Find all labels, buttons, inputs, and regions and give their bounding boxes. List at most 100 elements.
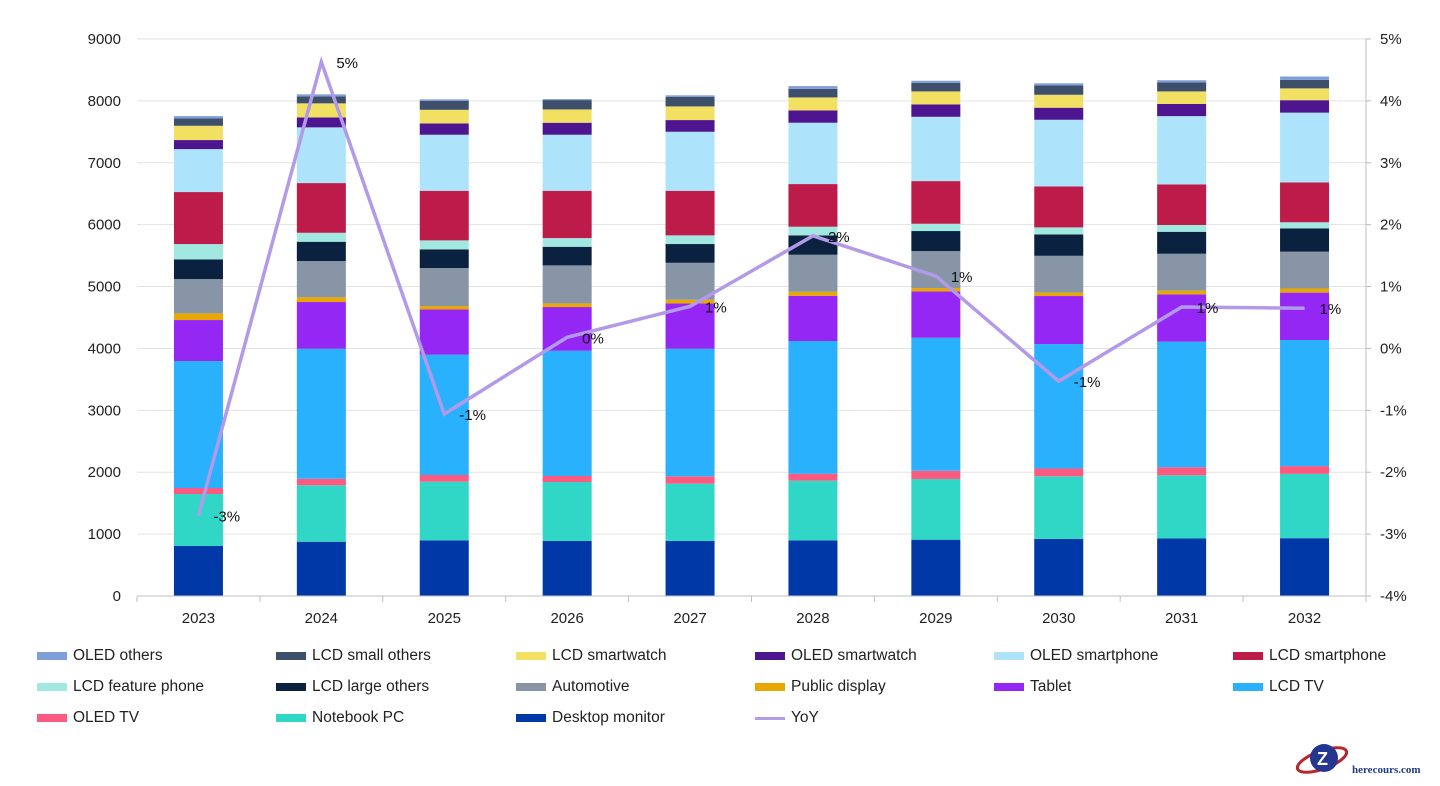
bar-lcd-smartwatch-2023 — [174, 126, 223, 140]
bar-lcd-feature-phone-2023 — [174, 244, 223, 259]
bar-desktop-monitor-2031 — [1157, 539, 1206, 596]
yoy-data-label: -1% — [1074, 374, 1101, 391]
bar-tablet-2023 — [174, 320, 223, 361]
bar-oled-others-2024 — [297, 94, 346, 96]
bar-oled-smartwatch-2032 — [1280, 100, 1329, 112]
bar-lcd-smartphone-2025 — [420, 191, 469, 241]
legend-label: Desktop monitor — [552, 709, 665, 727]
bar-oled-smartwatch-2028 — [788, 110, 837, 122]
y-right-tick-label: 2% — [1380, 217, 1402, 234]
bar-oled-smartphone-2029 — [911, 117, 960, 181]
bar-lcd-large-others-2027 — [666, 244, 715, 263]
bar-tablet-2024 — [297, 302, 346, 349]
y-right-tick-label: 0% — [1380, 340, 1402, 357]
bar-oled-tv-2031 — [1157, 467, 1206, 475]
bar-automotive-2025 — [420, 268, 469, 306]
bar-oled-others-2028 — [788, 86, 837, 89]
legend-item-lcd-feature-phone: LCD feature phone — [37, 678, 204, 696]
legend-item-lcd-tv: LCD TV — [1233, 678, 1324, 696]
bar-oled-smartphone-2032 — [1280, 113, 1329, 183]
x-tick-label: 2028 — [796, 610, 829, 627]
bar-oled-smartphone-2024 — [297, 127, 346, 183]
bar-lcd-smartwatch-2026 — [543, 109, 592, 122]
legend-item-lcd-smartwatch: LCD smartwatch — [516, 647, 667, 665]
bar-lcd-small-others-2027 — [666, 97, 715, 107]
bar-notebook-pc-2024 — [297, 485, 346, 541]
bar-lcd-large-others-2031 — [1157, 232, 1206, 254]
bar-lcd-small-others-2032 — [1280, 80, 1329, 88]
bar-oled-tv-2029 — [911, 471, 960, 479]
bar-oled-smartphone-2025 — [420, 135, 469, 191]
y-left-tick-label: 4000 — [88, 340, 121, 357]
bar-tablet-2028 — [788, 296, 837, 341]
chart-area: -3%5%-1%0%1%2%1%-1%1%1% 0100020003000400… — [0, 0, 1440, 640]
bar-oled-smartwatch-2029 — [911, 104, 960, 116]
bar-lcd-tv-2032 — [1280, 340, 1329, 466]
bar-oled-smartphone-2026 — [543, 135, 592, 191]
bar-oled-tv-2027 — [666, 476, 715, 483]
legend-item-tablet: Tablet — [994, 678, 1071, 696]
bar-oled-smartphone-2030 — [1034, 120, 1083, 187]
legend-swatch — [755, 652, 785, 660]
y-left-tick-label: 5000 — [88, 279, 121, 296]
bar-automotive-2032 — [1280, 252, 1329, 289]
legend-item-yoy: YoY — [755, 709, 819, 727]
bar-lcd-smartphone-2027 — [666, 191, 715, 236]
bar-automotive-2024 — [297, 261, 346, 297]
bar-notebook-pc-2030 — [1034, 476, 1083, 539]
bar-desktop-monitor-2026 — [543, 541, 592, 596]
y-right-tick-label: -2% — [1380, 464, 1407, 481]
legend-swatch — [755, 717, 785, 720]
bar-lcd-large-others-2029 — [911, 231, 960, 251]
x-tick-label: 2023 — [182, 610, 215, 627]
bar-oled-others-2032 — [1280, 77, 1329, 80]
yoy-data-label: -1% — [459, 407, 486, 424]
bar-desktop-monitor-2027 — [666, 541, 715, 596]
yoy-data-label: 1% — [1320, 301, 1342, 318]
bar-desktop-monitor-2030 — [1034, 539, 1083, 596]
y-right-tick-label: 3% — [1380, 155, 1402, 172]
bar-oled-others-2030 — [1034, 83, 1083, 85]
legend-item-lcd-smartphone: LCD smartphone — [1233, 647, 1386, 665]
legend-swatch — [516, 714, 546, 722]
bar-lcd-small-others-2029 — [911, 83, 960, 92]
bar-lcd-small-others-2031 — [1157, 82, 1206, 91]
yoy-data-label: 1% — [705, 299, 727, 316]
legend-label: Notebook PC — [312, 709, 404, 727]
yoy-data-label: 0% — [582, 330, 604, 347]
bar-lcd-smartphone-2024 — [297, 183, 346, 233]
bar-lcd-small-others-2023 — [174, 118, 223, 125]
bar-public-display-2026 — [543, 303, 592, 307]
legend-item-desktop-monitor: Desktop monitor — [516, 709, 665, 727]
y-left-tick-label: 8000 — [88, 93, 121, 110]
legend-item-lcd-large-others: LCD large others — [276, 678, 429, 696]
x-tick-label: 2030 — [1042, 610, 1075, 627]
legend-swatch — [37, 714, 67, 722]
bar-public-display-2030 — [1034, 293, 1083, 296]
bar-desktop-monitor-2028 — [788, 540, 837, 596]
bar-tablet-2029 — [911, 291, 960, 337]
legend-label: OLED others — [73, 647, 163, 665]
yoy-data-label: 1% — [951, 269, 973, 286]
bar-notebook-pc-2031 — [1157, 475, 1206, 538]
x-tick-label: 2032 — [1288, 610, 1321, 627]
legend-label: LCD small others — [312, 647, 431, 665]
bar-oled-smartwatch-2023 — [174, 140, 223, 149]
bar-lcd-tv-2024 — [297, 349, 346, 479]
bar-lcd-small-others-2026 — [543, 100, 592, 109]
bar-lcd-smartphone-2031 — [1157, 184, 1206, 225]
legend-swatch — [994, 652, 1024, 660]
bar-lcd-large-others-2032 — [1280, 228, 1329, 251]
bar-desktop-monitor-2024 — [297, 542, 346, 596]
x-tick-label: 2031 — [1165, 610, 1198, 627]
bar-lcd-large-others-2024 — [297, 242, 346, 261]
legend-label: LCD smartphone — [1269, 647, 1386, 665]
bar-lcd-smartphone-2026 — [543, 191, 592, 238]
legend-swatch — [276, 683, 306, 691]
yoy-data-label: -3% — [213, 509, 240, 526]
legend-swatch — [755, 683, 785, 691]
bar-lcd-feature-phone-2027 — [666, 235, 715, 244]
bar-oled-others-2027 — [666, 95, 715, 96]
bar-automotive-2023 — [174, 279, 223, 313]
yoy-data-label: 1% — [1197, 300, 1219, 317]
